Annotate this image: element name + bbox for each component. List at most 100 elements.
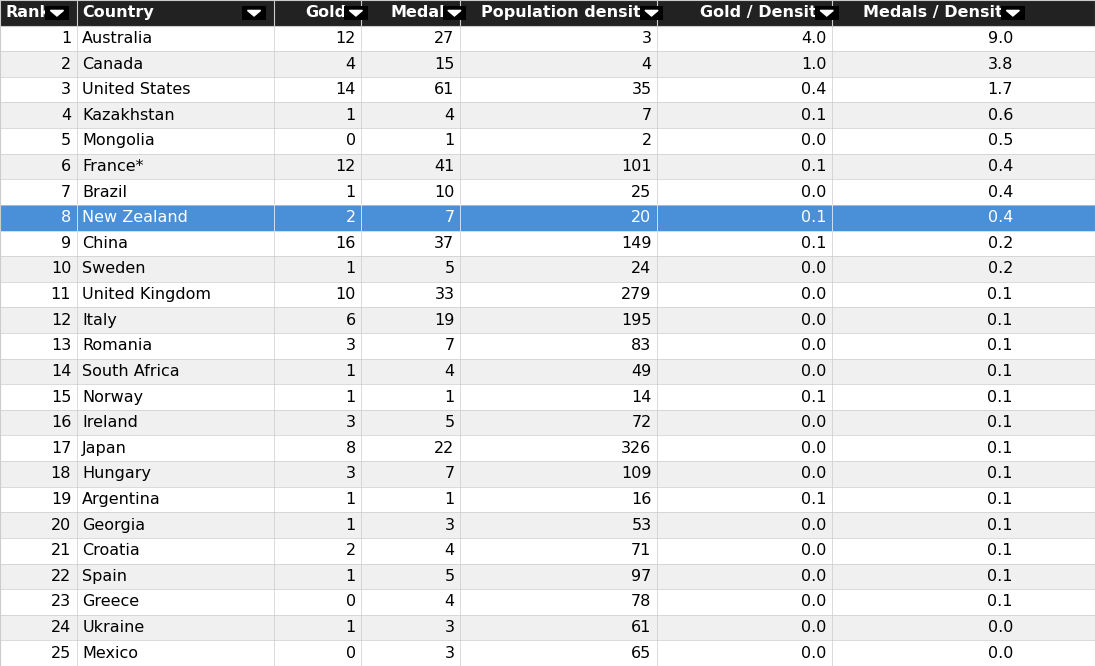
Polygon shape bbox=[1006, 11, 1019, 16]
Text: 1: 1 bbox=[346, 492, 356, 507]
Text: 1: 1 bbox=[346, 184, 356, 200]
Text: 20: 20 bbox=[632, 210, 652, 225]
Text: Sweden: Sweden bbox=[82, 262, 146, 276]
Text: 16: 16 bbox=[335, 236, 356, 251]
Text: 0.1: 0.1 bbox=[988, 313, 1013, 328]
Text: 3: 3 bbox=[445, 517, 454, 533]
Text: 0.0: 0.0 bbox=[802, 287, 827, 302]
Text: Golds: Golds bbox=[306, 5, 356, 20]
Text: 9.0: 9.0 bbox=[988, 31, 1013, 46]
Text: Rank: Rank bbox=[5, 5, 50, 20]
Text: Medals: Medals bbox=[390, 5, 454, 20]
Text: 8: 8 bbox=[346, 441, 356, 456]
Text: 4: 4 bbox=[445, 543, 454, 558]
Text: Population density: Population density bbox=[482, 5, 652, 20]
Text: 0: 0 bbox=[346, 133, 356, 149]
Text: 4: 4 bbox=[445, 364, 454, 379]
Bar bbox=[242, 5, 266, 20]
Bar bbox=[0, 230, 1095, 256]
Text: 0.0: 0.0 bbox=[802, 184, 827, 200]
Text: 0.0: 0.0 bbox=[802, 313, 827, 328]
Bar bbox=[0, 128, 1095, 154]
Text: 35: 35 bbox=[632, 82, 652, 97]
Text: 22: 22 bbox=[435, 441, 454, 456]
Text: Mexico: Mexico bbox=[82, 646, 138, 661]
Text: 3: 3 bbox=[445, 620, 454, 635]
Text: 0.4: 0.4 bbox=[802, 82, 827, 97]
Text: 0.2: 0.2 bbox=[988, 236, 1013, 251]
Text: Argentina: Argentina bbox=[82, 492, 161, 507]
Text: Spain: Spain bbox=[82, 569, 127, 584]
Text: 101: 101 bbox=[621, 159, 652, 174]
Text: 0.4: 0.4 bbox=[988, 184, 1013, 200]
Text: 9: 9 bbox=[61, 236, 71, 251]
Text: Japan: Japan bbox=[82, 441, 127, 456]
Text: 14: 14 bbox=[631, 390, 652, 404]
Text: 7: 7 bbox=[445, 338, 454, 353]
Text: Country: Country bbox=[82, 5, 154, 20]
Text: 0.0: 0.0 bbox=[802, 338, 827, 353]
Text: 7: 7 bbox=[445, 210, 454, 225]
Text: 37: 37 bbox=[435, 236, 454, 251]
Text: 3: 3 bbox=[346, 338, 356, 353]
Text: 0.1: 0.1 bbox=[802, 108, 827, 123]
Bar bbox=[0, 77, 1095, 103]
Text: 3: 3 bbox=[61, 82, 71, 97]
Text: 21: 21 bbox=[50, 543, 71, 558]
Text: 0.1: 0.1 bbox=[802, 210, 827, 225]
Text: 0.1: 0.1 bbox=[802, 159, 827, 174]
Bar bbox=[0, 538, 1095, 563]
Text: 0.1: 0.1 bbox=[988, 466, 1013, 482]
Text: 0: 0 bbox=[346, 595, 356, 609]
Text: South Africa: South Africa bbox=[82, 364, 180, 379]
Text: 78: 78 bbox=[631, 595, 652, 609]
Text: 5: 5 bbox=[445, 569, 454, 584]
Bar bbox=[0, 333, 1095, 358]
Bar bbox=[0, 256, 1095, 282]
Text: 10: 10 bbox=[50, 262, 71, 276]
Text: 0.1: 0.1 bbox=[988, 287, 1013, 302]
Text: 83: 83 bbox=[632, 338, 652, 353]
Text: 0.1: 0.1 bbox=[988, 543, 1013, 558]
Text: 3: 3 bbox=[346, 466, 356, 482]
Text: 0.1: 0.1 bbox=[988, 390, 1013, 404]
Text: 0.0: 0.0 bbox=[802, 415, 827, 430]
Text: 279: 279 bbox=[621, 287, 652, 302]
Bar bbox=[0, 615, 1095, 641]
Text: 0: 0 bbox=[346, 646, 356, 661]
Text: 0.0: 0.0 bbox=[802, 466, 827, 482]
Text: 18: 18 bbox=[50, 466, 71, 482]
Text: 0.4: 0.4 bbox=[988, 210, 1013, 225]
Text: Romania: Romania bbox=[82, 338, 152, 353]
Bar bbox=[0, 512, 1095, 538]
Text: 1: 1 bbox=[61, 31, 71, 46]
Text: 6: 6 bbox=[61, 159, 71, 174]
Bar bbox=[0, 103, 1095, 128]
Text: 0.1: 0.1 bbox=[988, 517, 1013, 533]
Bar bbox=[0, 51, 1095, 77]
Text: 5: 5 bbox=[445, 415, 454, 430]
Polygon shape bbox=[50, 11, 64, 16]
Text: 15: 15 bbox=[434, 57, 454, 71]
Text: 22: 22 bbox=[51, 569, 71, 584]
Text: 0.1: 0.1 bbox=[988, 364, 1013, 379]
Text: 12: 12 bbox=[50, 313, 71, 328]
Text: 24: 24 bbox=[51, 620, 71, 635]
Text: 41: 41 bbox=[434, 159, 454, 174]
Text: 0.1: 0.1 bbox=[802, 390, 827, 404]
Bar bbox=[639, 5, 664, 20]
Text: 3: 3 bbox=[642, 31, 652, 46]
Text: 14: 14 bbox=[50, 364, 71, 379]
Text: China: China bbox=[82, 236, 128, 251]
Text: 5: 5 bbox=[61, 133, 71, 149]
Text: 0.4: 0.4 bbox=[988, 159, 1013, 174]
Polygon shape bbox=[349, 11, 362, 16]
Text: 0.1: 0.1 bbox=[802, 492, 827, 507]
Bar bbox=[0, 589, 1095, 615]
Bar bbox=[0, 0, 1095, 25]
Text: 0.0: 0.0 bbox=[988, 646, 1013, 661]
Text: 149: 149 bbox=[621, 236, 652, 251]
Text: 0.0: 0.0 bbox=[802, 133, 827, 149]
Text: Ukraine: Ukraine bbox=[82, 620, 145, 635]
Text: 1: 1 bbox=[445, 492, 454, 507]
